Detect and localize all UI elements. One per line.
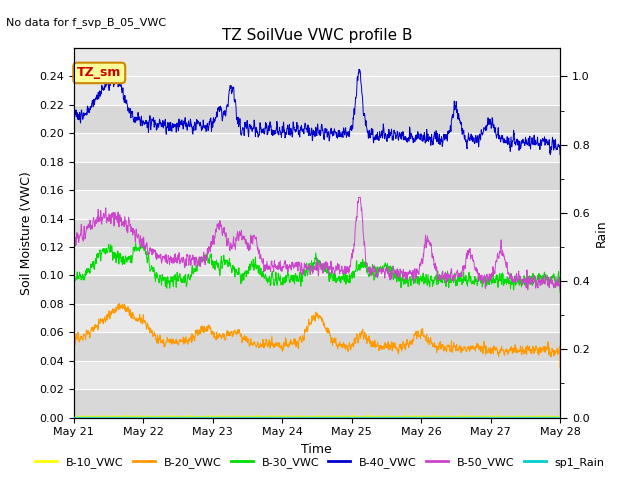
Bar [74, 218, 560, 247]
Bar [74, 276, 560, 304]
Title: TZ SoilVue VWC profile B: TZ SoilVue VWC profile B [221, 28, 412, 43]
Bar [74, 162, 560, 190]
Bar [74, 76, 560, 105]
Text: TZ_sm: TZ_sm [77, 66, 122, 79]
Bar [74, 247, 560, 276]
Bar [74, 304, 560, 332]
Bar [74, 105, 560, 133]
Bar [74, 389, 560, 418]
Bar [74, 332, 560, 361]
Bar [74, 133, 560, 162]
Y-axis label: Soil Moisture (VWC): Soil Moisture (VWC) [20, 171, 33, 295]
Bar [74, 190, 560, 218]
Legend: B-10_VWC, B-20_VWC, B-30_VWC, B-40_VWC, B-50_VWC, sp1_Rain: B-10_VWC, B-20_VWC, B-30_VWC, B-40_VWC, … [31, 452, 609, 472]
Text: No data for f_svp_B_05_VWC: No data for f_svp_B_05_VWC [6, 17, 166, 28]
X-axis label: Time: Time [301, 443, 332, 456]
Bar [74, 361, 560, 389]
Y-axis label: Rain: Rain [595, 219, 608, 247]
